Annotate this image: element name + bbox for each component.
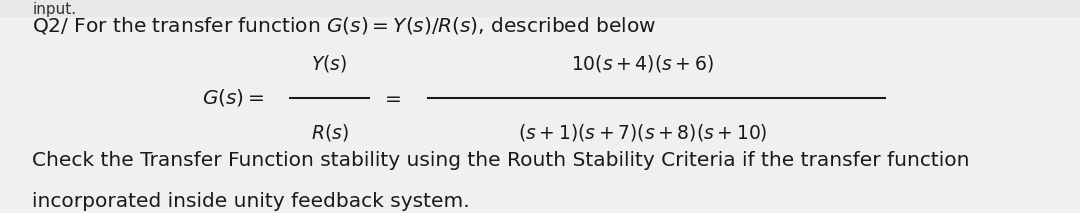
Text: $(s + 1)(s + 7)(s + 8)(s + 10)$: $(s + 1)(s + 7)(s + 8)(s + 10)$ bbox=[517, 122, 768, 142]
Text: $Y(s)$: $Y(s)$ bbox=[311, 53, 348, 74]
Text: input.: input. bbox=[32, 2, 77, 17]
Bar bbox=[0, 0, 1080, 17]
Text: $G(s) =$: $G(s) =$ bbox=[202, 88, 265, 108]
Text: Check the Transfer Function stability using the Routh Stability Criteria if the : Check the Transfer Function stability us… bbox=[32, 151, 970, 170]
Text: $=$: $=$ bbox=[380, 88, 402, 108]
Text: $R(s)$: $R(s)$ bbox=[311, 122, 348, 142]
Text: $10(s + 4)(s + 6)$: $10(s + 4)(s + 6)$ bbox=[571, 53, 714, 74]
Text: Q2/ For the transfer function $G(s) = Y(s)/R(s)$, described below: Q2/ For the transfer function $G(s) = Y(… bbox=[32, 15, 657, 36]
Text: incorporated inside unity feedback system.: incorporated inside unity feedback syste… bbox=[32, 192, 470, 211]
